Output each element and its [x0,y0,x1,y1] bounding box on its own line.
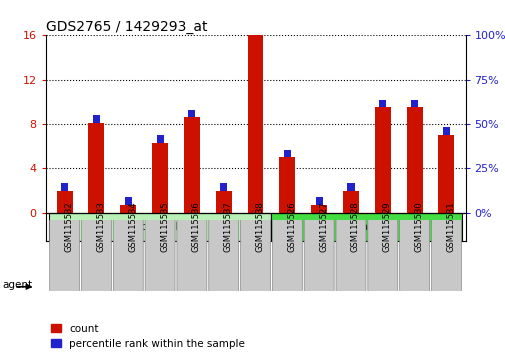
Text: agent: agent [3,280,33,290]
Bar [442,127,449,135]
Bar [378,100,386,107]
Bar [220,183,227,190]
Text: GSM115527: GSM115527 [319,201,328,252]
FancyBboxPatch shape [81,218,111,293]
Bar [315,197,322,205]
Bar [48,213,271,241]
Bar [93,115,100,123]
Bar [188,110,195,118]
Bar [283,149,290,157]
Bar [374,107,390,213]
Text: GSM115529: GSM115529 [382,202,391,252]
Text: GSM115526: GSM115526 [287,201,296,252]
Bar [406,107,422,213]
FancyBboxPatch shape [304,218,333,293]
FancyBboxPatch shape [177,218,207,293]
Text: GSM115537: GSM115537 [223,201,232,252]
Text: GSM115535: GSM115535 [160,201,169,252]
FancyBboxPatch shape [335,218,365,293]
FancyBboxPatch shape [399,218,429,293]
Bar [247,35,263,213]
Text: GSM115534: GSM115534 [128,201,137,252]
FancyBboxPatch shape [49,218,79,293]
Bar [88,123,104,213]
Bar [61,183,68,190]
Bar [311,205,326,213]
FancyBboxPatch shape [209,218,238,293]
Text: GSM115530: GSM115530 [414,201,423,252]
Bar [271,213,462,241]
FancyBboxPatch shape [367,218,397,293]
Bar [152,143,168,213]
Bar [279,157,295,213]
Text: GSM115528: GSM115528 [350,201,359,252]
Bar [184,118,199,213]
FancyBboxPatch shape [240,218,270,293]
Text: GSM115531: GSM115531 [445,201,455,252]
Text: GSM115533: GSM115533 [96,201,105,252]
FancyBboxPatch shape [145,218,175,293]
Text: GSM115538: GSM115538 [255,201,264,252]
Bar [156,135,163,143]
Bar [57,190,72,213]
Bar [120,205,136,213]
Bar [438,135,453,213]
Bar [124,197,132,205]
Legend: count, percentile rank within the sample: count, percentile rank within the sample [50,324,245,349]
Text: GSM115536: GSM115536 [191,201,200,252]
Text: creatine: creatine [343,222,389,232]
FancyBboxPatch shape [431,218,461,293]
Bar [342,190,358,213]
FancyBboxPatch shape [272,218,301,293]
FancyBboxPatch shape [113,218,143,293]
Bar [251,28,259,35]
Text: control: control [140,222,179,232]
Text: GSM115532: GSM115532 [65,201,74,252]
Text: GDS2765 / 1429293_at: GDS2765 / 1429293_at [45,21,207,34]
Bar [347,183,354,190]
Bar [215,190,231,213]
Bar [410,100,417,107]
